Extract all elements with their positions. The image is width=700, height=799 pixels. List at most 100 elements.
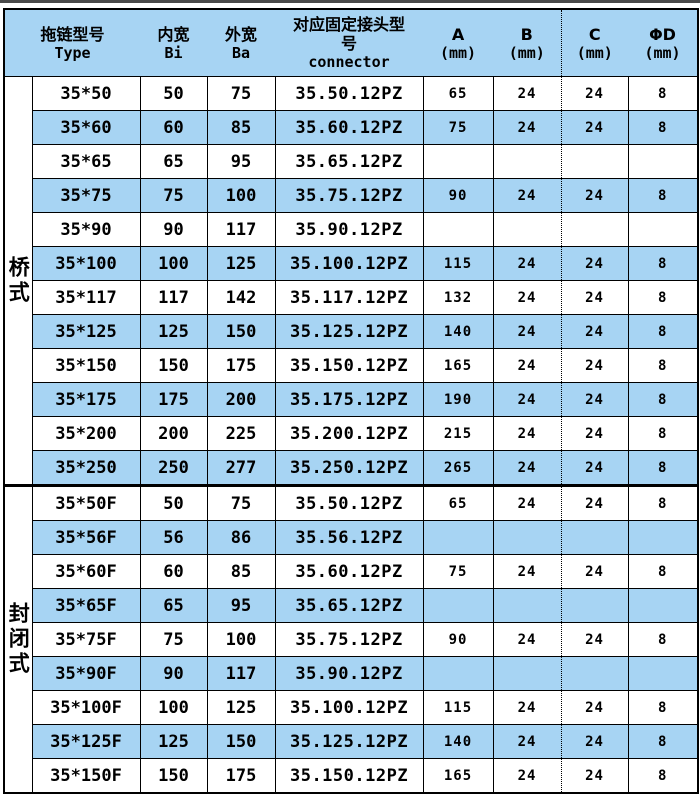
header-col-a: A (mm) bbox=[423, 9, 494, 77]
cell-c bbox=[560, 144, 629, 179]
cell-b bbox=[492, 520, 562, 555]
cell-bi: 150 bbox=[139, 758, 208, 794]
cell-connector: 35.250.12PZ bbox=[274, 450, 424, 486]
cell-connector: 35.75.12PZ bbox=[274, 622, 424, 657]
table-row: 35*65 65 95 35.65.12PZ bbox=[4, 144, 699, 179]
cell-a: 132 bbox=[422, 280, 494, 315]
header-col-type: 拖链型号 Type bbox=[4, 9, 141, 77]
cell-ba: 175 bbox=[206, 758, 276, 794]
header-label-en: (mm) bbox=[644, 43, 681, 62]
cell-connector: 35.65.12PZ bbox=[274, 144, 424, 179]
cell-a: 265 bbox=[422, 450, 494, 486]
cell-ba: 75 bbox=[206, 484, 276, 521]
cell-a: 90 bbox=[422, 178, 494, 213]
header-row: 拖链型号 Type 内宽 Bi 外宽 Ba 对应固定接头型号 connector A (mm) B(… bbox=[4, 9, 699, 77]
cell-a: 215 bbox=[422, 416, 494, 451]
table-row: 35*75F 75 100 35.75.12PZ 90 24 24 8 bbox=[4, 622, 699, 657]
cell-d: 8 bbox=[627, 622, 699, 657]
cell-d bbox=[627, 656, 699, 691]
cell-ba: 85 bbox=[206, 110, 276, 145]
cell-ba: 100 bbox=[206, 622, 276, 657]
cell-b: 24 bbox=[492, 554, 562, 589]
cell-c: 24 bbox=[560, 484, 629, 521]
cell-a bbox=[422, 144, 494, 179]
cell-b: 24 bbox=[492, 246, 562, 281]
cell-c: 24 bbox=[560, 110, 629, 145]
cell-c: 24 bbox=[560, 314, 629, 349]
table-row: 35*250 250 277 35.250.12PZ 265 24 24 8 bbox=[4, 450, 699, 486]
header-label-en: (mm) bbox=[508, 43, 545, 62]
cell-a: 140 bbox=[422, 314, 494, 349]
cell-b bbox=[492, 588, 562, 623]
cell-bi: 125 bbox=[139, 724, 208, 759]
cell-b: 24 bbox=[492, 382, 562, 417]
cell-d bbox=[627, 144, 699, 179]
cell-c: 24 bbox=[560, 178, 629, 213]
cell-ba: 86 bbox=[206, 520, 276, 555]
cell-connector: 35.175.12PZ bbox=[274, 382, 424, 417]
cell-c: 24 bbox=[560, 280, 629, 315]
cell-connector: 35.150.12PZ bbox=[274, 348, 424, 383]
cell-d: 8 bbox=[627, 178, 699, 213]
cell-b: 24 bbox=[492, 76, 562, 111]
cell-type: 35*50F bbox=[31, 484, 141, 521]
cell-b: 24 bbox=[492, 178, 562, 213]
cell-d bbox=[627, 588, 699, 623]
header-col-c: C (mm) bbox=[560, 9, 629, 77]
cell-connector: 35.75.12PZ bbox=[274, 178, 424, 213]
cell-b: 24 bbox=[492, 348, 562, 383]
cell-type: 35*125 bbox=[31, 314, 141, 349]
cell-c: 24 bbox=[560, 382, 629, 417]
cell-ba: 175 bbox=[206, 348, 276, 383]
cell-type: 35*65 bbox=[31, 144, 141, 179]
table-row: 35*90 90 117 35.90.12PZ bbox=[4, 212, 699, 247]
cell-bi: 56 bbox=[139, 520, 208, 555]
cell-a: 115 bbox=[422, 246, 494, 281]
cell-type: 35*75F bbox=[31, 622, 141, 657]
cell-b: 24 bbox=[492, 622, 562, 657]
cell-ba: 95 bbox=[206, 144, 276, 179]
header-label-zh: C bbox=[588, 24, 601, 44]
cell-connector: 35.60.12PZ bbox=[274, 110, 424, 145]
table-row: 35*125F 125 150 35.125.12PZ 140 24 24 8 bbox=[4, 724, 699, 759]
cell-c: 24 bbox=[560, 554, 629, 589]
group-label: 封闭式 bbox=[3, 484, 33, 794]
cell-c: 24 bbox=[560, 622, 629, 657]
cell-c bbox=[560, 212, 629, 247]
cell-type: 35*50 bbox=[31, 76, 141, 111]
cell-d: 8 bbox=[627, 382, 699, 417]
table-row: 35*150 150 175 35.150.12PZ 165 24 24 8 bbox=[4, 348, 699, 383]
cell-a bbox=[422, 520, 494, 555]
cell-b bbox=[492, 212, 562, 247]
cell-ba: 142 bbox=[206, 280, 276, 315]
table-row: 35*90F 90 117 35.90.12PZ bbox=[4, 656, 699, 691]
cell-connector: 35.50.12PZ bbox=[274, 484, 424, 521]
cell-type: 35*117 bbox=[31, 280, 141, 315]
cell-c: 24 bbox=[560, 450, 629, 486]
cell-connector: 35.100.12PZ bbox=[274, 690, 424, 725]
cell-b: 24 bbox=[492, 110, 562, 145]
cell-ba: 100 bbox=[206, 178, 276, 213]
cell-b bbox=[492, 144, 562, 179]
header-label-zh: 对应固定接头型号 bbox=[293, 15, 406, 53]
cell-connector: 35.56.12PZ bbox=[274, 520, 424, 555]
cell-ba: 117 bbox=[206, 212, 276, 247]
cell-connector: 35.100.12PZ bbox=[274, 246, 424, 281]
cell-c: 24 bbox=[560, 690, 629, 725]
cell-connector: 35.125.12PZ bbox=[274, 724, 424, 759]
cell-d: 8 bbox=[627, 690, 699, 725]
cell-type: 35*90 bbox=[31, 212, 141, 247]
cell-type: 35*65F bbox=[31, 588, 141, 623]
cell-connector: 35.125.12PZ bbox=[274, 314, 424, 349]
cell-d bbox=[627, 520, 699, 555]
cell-a: 165 bbox=[422, 758, 494, 794]
cell-a bbox=[422, 656, 494, 691]
cell-type: 35*150 bbox=[31, 348, 141, 383]
cell-bi: 90 bbox=[139, 656, 208, 691]
table-header: 拖链型号 Type 内宽 Bi 外宽 Ba 对应固定接头型号 connector A (mm) B(… bbox=[4, 9, 699, 77]
cell-connector: 35.90.12PZ bbox=[274, 656, 424, 691]
cell-b: 24 bbox=[492, 758, 562, 794]
cell-bi: 175 bbox=[139, 382, 208, 417]
cell-c bbox=[560, 520, 629, 555]
table-row: 35*60 60 85 35.60.12PZ 75 24 24 8 bbox=[4, 110, 699, 145]
